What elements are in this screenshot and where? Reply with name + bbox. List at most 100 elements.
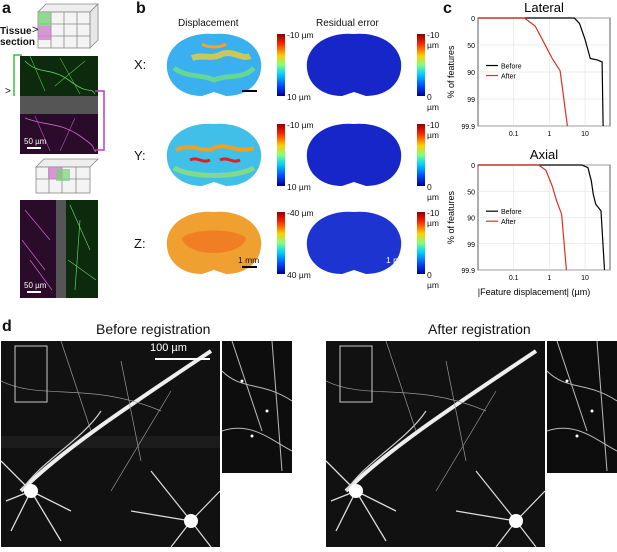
x-tick-1-1: 1 <box>547 275 551 282</box>
panel-label-a: a <box>2 0 11 17</box>
after-roi-box <box>339 345 373 403</box>
tissue-block-diagram-top <box>37 3 99 49</box>
colorbar-err-z <box>417 212 425 274</box>
legend-label-0-0: Before <box>501 64 522 71</box>
colorbar-disp-z <box>277 212 285 274</box>
series-line-1-1 <box>478 164 567 271</box>
magenta-bracket <box>95 90 105 151</box>
scalebar-bz-label: 1 mm <box>238 255 260 265</box>
colorbar-err-y <box>417 124 425 186</box>
cb-disp-z-bottom: 40 µm <box>287 270 311 280</box>
after-registration-title: After registration <box>428 321 531 337</box>
green-bracket <box>13 54 22 96</box>
series-line-0-1 <box>478 17 568 127</box>
overlap-neurons <box>20 55 98 154</box>
colorbar-err-x <box>417 34 425 96</box>
after-zoom-inset <box>546 340 617 473</box>
panel-label-c: c <box>443 0 452 17</box>
panel-a: Tissue section > > 50 µm <box>0 0 130 310</box>
row-label-y: Y: <box>134 148 146 163</box>
before-zoom-inset <box>221 340 293 473</box>
legend-label-1-1: After <box>501 219 516 226</box>
y-tick-0-2: 90 <box>467 70 475 77</box>
y-tick-1-1: 50 <box>467 189 475 196</box>
scalebar-a2-label: 50 µm <box>24 281 47 290</box>
before-roi-box <box>14 345 48 403</box>
scalebar-a1 <box>27 147 41 149</box>
panel-c: Lateral 0 50 90 99 99.9 0.1 1 10% of features Bef… <box>440 0 617 300</box>
row-label-z: Z: <box>134 236 146 251</box>
scalebar-bz-err <box>392 266 407 268</box>
y-tick-0-3: 99 <box>467 97 475 104</box>
cb-disp-z-top: -40 µm <box>287 208 314 218</box>
colorbar-disp-x <box>277 34 285 96</box>
overlap-arrow: > <box>5 86 11 97</box>
panel-d: Before registration After registration 1… <box>0 318 617 548</box>
cb-disp-y-bottom: 10 µm <box>287 182 311 192</box>
tissue-section-label: Tissue section <box>0 26 36 48</box>
after-zoom-neurons <box>546 340 617 472</box>
x-tick-0-1: 1 <box>547 131 551 138</box>
panel-label-d: d <box>2 318 12 335</box>
green-block-2 <box>56 169 70 181</box>
x-tick-0-2: 10 <box>581 131 589 138</box>
side-by-side-image <box>20 200 98 298</box>
y-tick-0-4: 99.9 <box>461 124 475 131</box>
tissue-arrow: > <box>32 24 39 36</box>
brain-displacement-x <box>166 33 262 96</box>
brain-error-z <box>306 211 402 274</box>
magenta-block <box>38 26 51 40</box>
scalebar-bz-err-label: 1 mm <box>386 255 408 265</box>
y-tick-1-2: 90 <box>467 216 475 223</box>
brain-error-x <box>306 33 402 96</box>
col-header-residual: Residual error <box>316 18 379 29</box>
overlap-image <box>20 55 98 154</box>
scalebar-d <box>155 358 210 360</box>
green-block <box>38 12 51 26</box>
y-tick-1-0: 0 <box>471 163 475 170</box>
before-registration-title: Before registration <box>96 321 211 337</box>
x-tick-0-0: 0.1 <box>509 131 519 138</box>
x-tick-1-2: 10 <box>581 275 589 282</box>
cb-disp-y-top: -10 µm <box>287 120 314 130</box>
before-registration-image <box>0 340 221 548</box>
panel-label-b: b <box>136 0 146 17</box>
before-neurons <box>0 340 221 548</box>
scalebar-d-label: 100 µm <box>150 342 187 354</box>
x-label-1: |Feature displacement| (µm) <box>478 287 590 297</box>
before-zoom-neurons <box>221 340 293 472</box>
cb-err-z-top: -10 µm <box>427 208 440 228</box>
after-registration-image <box>325 340 546 548</box>
tissue-block-diagram-bottom <box>35 158 99 194</box>
y-tick-0-0: 0 <box>471 16 475 23</box>
brain-error-y <box>306 123 402 186</box>
side-neurons <box>20 200 98 298</box>
y-tick-1-3: 99 <box>467 242 475 249</box>
after-neurons <box>325 340 546 548</box>
scalebar-bz <box>242 266 257 268</box>
series-line-1-0 <box>478 164 606 271</box>
panel-b: Displacement Residual error X: -10 µm 10… <box>130 0 440 290</box>
series-line-0-0 <box>478 17 604 127</box>
cb-err-y-top: -10 µm <box>427 120 440 140</box>
cb-err-x-bottom: 0 µm <box>427 92 439 112</box>
col-header-displacement: Displacement <box>178 18 239 29</box>
scalebar-bx <box>242 90 257 92</box>
colorbar-disp-y <box>277 124 285 186</box>
y-label-0: % of features <box>446 45 456 99</box>
brain-displacement-z <box>166 211 262 274</box>
x-tick-1-0: 0.1 <box>509 275 519 282</box>
chart-title-0: Lateral <box>524 0 564 15</box>
cb-disp-x-top: -10 µm <box>287 30 314 40</box>
cb-err-x-top: -10 µm <box>427 30 440 50</box>
row-label-x: X: <box>134 57 147 72</box>
chart-title-1: Axial <box>530 147 558 162</box>
scalebar-a2 <box>27 291 41 293</box>
cb-err-z-bottom: 0 µm <box>427 270 439 290</box>
cb-err-y-bottom: 0 µm <box>427 182 439 202</box>
cb-disp-x-bottom: 10 µm <box>287 92 311 102</box>
y-tick-1-4: 99.9 <box>461 268 475 275</box>
scalebar-bx-err <box>392 90 407 92</box>
legend-label-0-1: After <box>501 74 516 81</box>
